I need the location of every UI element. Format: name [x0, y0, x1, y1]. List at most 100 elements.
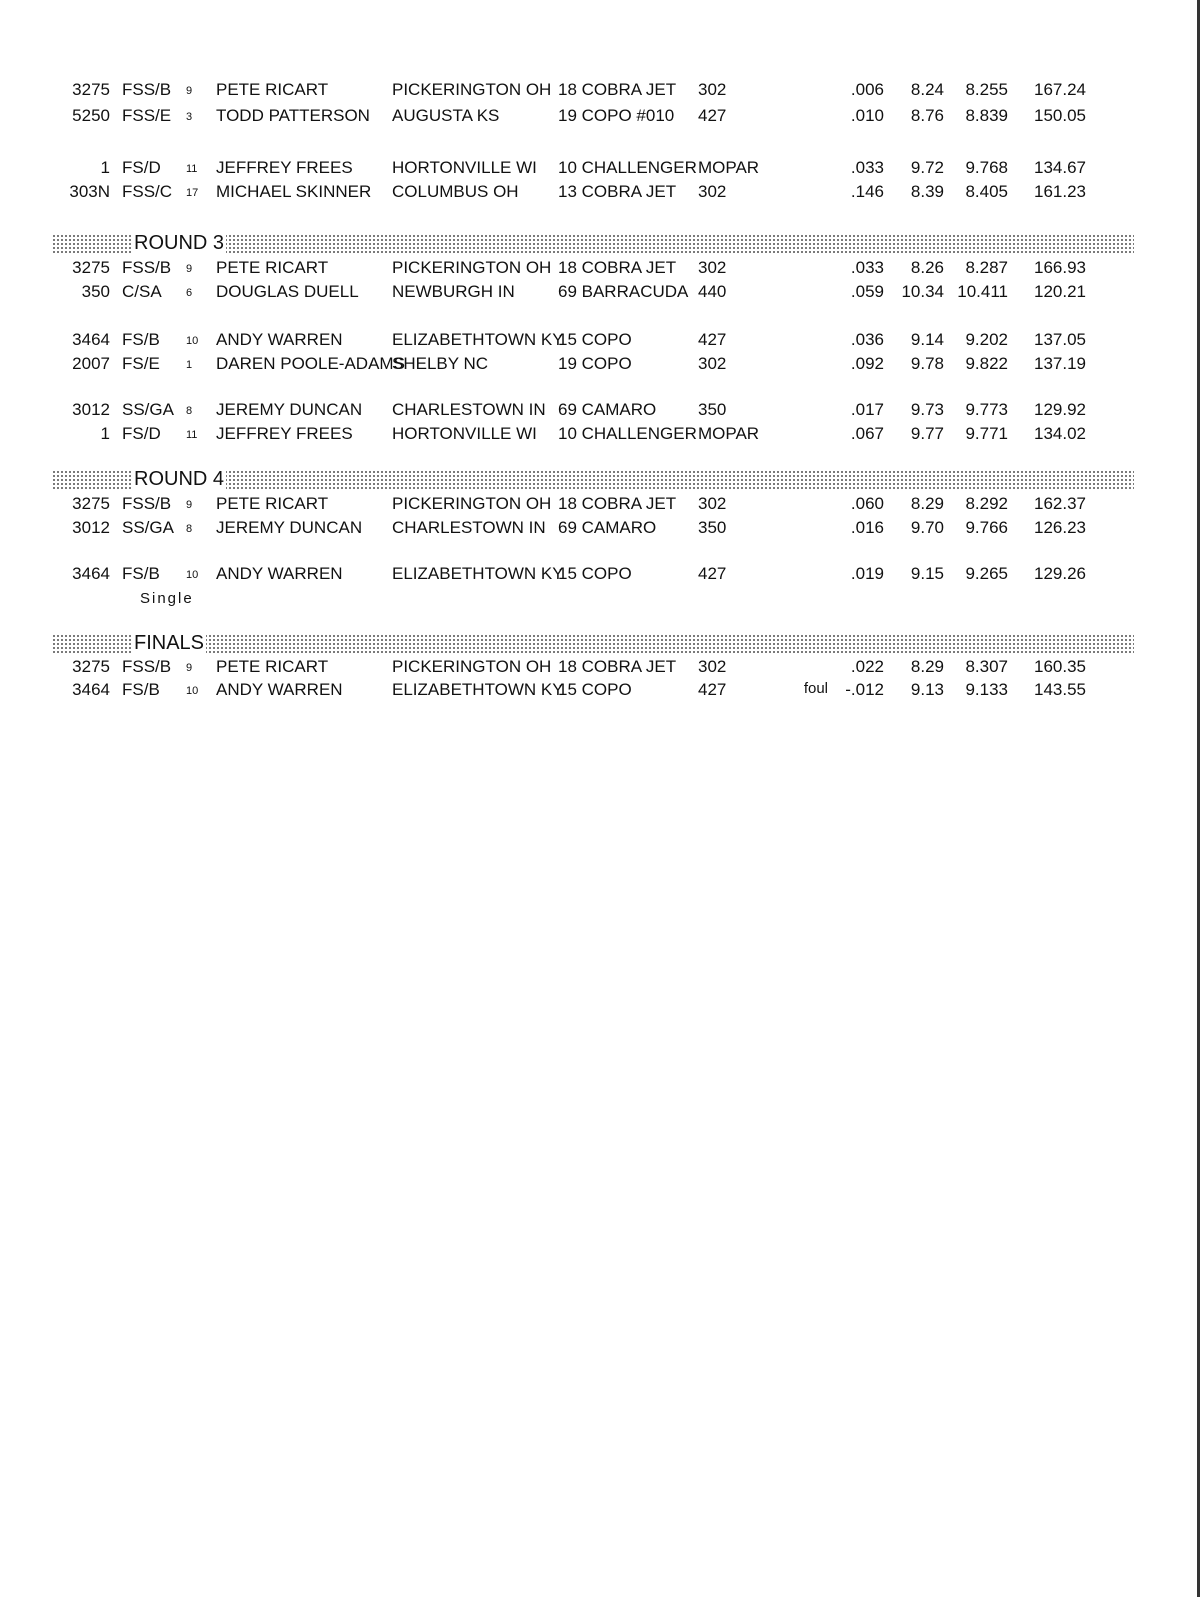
speed: 120.21 [1034, 282, 1086, 301]
class: C/SA [122, 282, 162, 301]
hometown: PICKERINGTON OH [392, 657, 552, 676]
engine: 427 [698, 330, 727, 349]
driver-name: JEFFREY FREES [216, 158, 353, 177]
seed: 1 [186, 359, 193, 371]
car: 69 CAMARO [558, 518, 657, 537]
driver-name: MICHAEL SKINNER [216, 182, 372, 201]
hometown: PICKERINGTON OH [392, 258, 552, 277]
dial-time: 8.292 [965, 494, 1008, 513]
result-row: 3275 FSS/B 9 PETE RICART PICKERINGTON OH 18 C… [0, 657, 1200, 679]
hometown: CHARLESTOWN IN [392, 400, 546, 419]
speed: 137.05 [1034, 330, 1086, 349]
result-row: 1 FS/D 11 JEFFREY FREES HORTONVILLE WI 10 CHA… [0, 158, 1200, 180]
dial-time: 8.839 [965, 106, 1008, 125]
elapsed-time: 9.14 [910, 330, 944, 349]
driver-name: JEREMY DUNCAN [216, 400, 363, 419]
class: SS/GA [122, 400, 174, 419]
elapsed-time: 9.13 [910, 680, 944, 699]
car-number: 3012 [72, 518, 110, 537]
seed: 9 [186, 499, 193, 511]
dial-time: 8.255 [965, 80, 1008, 99]
class: FS/B [122, 564, 160, 583]
speed: 166.93 [1034, 258, 1086, 277]
dial-time: 9.202 [965, 330, 1008, 349]
class: FSS/E [122, 106, 172, 125]
driver-name: PETE RICART [216, 657, 329, 676]
hometown: HORTONVILLE WI [392, 158, 537, 177]
speed: 134.67 [1034, 158, 1086, 177]
dial-time: 9.766 [965, 518, 1008, 537]
class: FSS/B [122, 258, 172, 277]
round-title: FINALS [132, 632, 207, 655]
elapsed-time: 8.29 [910, 657, 944, 676]
hometown: ELIZABETHTOWN KY [392, 680, 564, 699]
car: 15 COPO [558, 564, 632, 583]
elapsed-time: 8.24 [910, 80, 944, 99]
hometown: HORTONVILLE WI [392, 424, 537, 443]
result-row: 2007 FS/E 1 DAREN POOLE-ADAMS SHELBY NC 19 CO… [0, 354, 1200, 376]
class: FSS/C [122, 182, 173, 201]
dial-time: 9.773 [965, 400, 1008, 419]
elapsed-time: 8.26 [910, 258, 944, 277]
reaction-time: .092 [850, 354, 884, 373]
seed: 3 [186, 111, 193, 123]
elapsed-time: 10.34 [901, 282, 944, 301]
foul-note: foul [803, 680, 828, 697]
speed: 134.02 [1034, 424, 1086, 443]
car-number: 5250 [72, 106, 110, 125]
elapsed-time: 9.78 [910, 354, 944, 373]
hometown: ELIZABETHTOWN KY [392, 564, 564, 583]
engine: MOPAR [698, 424, 760, 443]
speed: 129.26 [1034, 564, 1086, 583]
hometown: AUGUSTA KS [392, 106, 500, 125]
driver-name: ANDY WARREN [216, 564, 343, 583]
hometown: NEWBURGH IN [392, 282, 515, 301]
result-row: 5250 FSS/E 3 TODD PATTERSON AUGUSTA KS 19 COP… [0, 106, 1200, 128]
engine: 440 [698, 282, 727, 301]
speed: 126.23 [1034, 518, 1086, 537]
class: FS/B [122, 330, 160, 349]
reaction-time: .033 [850, 158, 884, 177]
class: FS/E [122, 354, 160, 373]
car: 10 CHALLENGER [558, 158, 697, 177]
engine: MOPAR [698, 158, 760, 177]
car: 10 CHALLENGER [558, 424, 697, 443]
reaction-time: -.012 [845, 680, 884, 699]
engine: 302 [698, 354, 727, 373]
engine: 427 [698, 106, 727, 125]
driver-name: ANDY WARREN [216, 680, 343, 699]
result-row: 3275 FSS/B 9 PETE RICART PICKERINGTON OH 18 C… [0, 494, 1200, 516]
engine: 302 [698, 182, 727, 201]
reaction-time: .010 [850, 106, 884, 125]
car: 18 COBRA JET [558, 657, 677, 676]
driver-name: PETE RICART [216, 258, 329, 277]
car-number: 3275 [72, 494, 110, 513]
reaction-time: .036 [850, 330, 884, 349]
seed: 6 [186, 287, 193, 299]
reaction-time: .146 [850, 182, 884, 201]
dial-time: 9.133 [965, 680, 1008, 699]
seed: 10 [186, 335, 199, 347]
class: FSS/B [122, 494, 172, 513]
car-number: 3464 [72, 564, 110, 583]
seed: 11 [186, 429, 198, 441]
round-header: ROUND 4 [52, 468, 1134, 491]
driver-name: DAREN POOLE-ADAMS [216, 354, 405, 373]
round-title: ROUND 4 [132, 468, 227, 491]
reaction-time: .067 [850, 424, 884, 443]
seed: 11 [186, 163, 198, 175]
car-number: 3275 [72, 657, 110, 676]
seed: 9 [186, 263, 193, 275]
round-title: ROUND 3 [132, 232, 227, 255]
result-row: 3012 SS/GA 8 JEREMY DUNCAN CHARLESTOWN IN 69 … [0, 400, 1200, 422]
result-row: 3464 FS/B 10 ANDY WARREN ELIZABETHTOWN KY 15 … [0, 330, 1200, 352]
car-number: 3012 [72, 400, 110, 419]
car-number: 3275 [72, 80, 110, 99]
car: 18 COBRA JET [558, 80, 677, 99]
engine: 302 [698, 80, 727, 99]
engine: 427 [698, 680, 727, 699]
dial-time: 8.405 [965, 182, 1008, 201]
result-row: 303N FSS/C 17 MICHAEL SKINNER COLUMBUS OH 13 … [0, 182, 1200, 204]
car: 15 COPO [558, 330, 632, 349]
